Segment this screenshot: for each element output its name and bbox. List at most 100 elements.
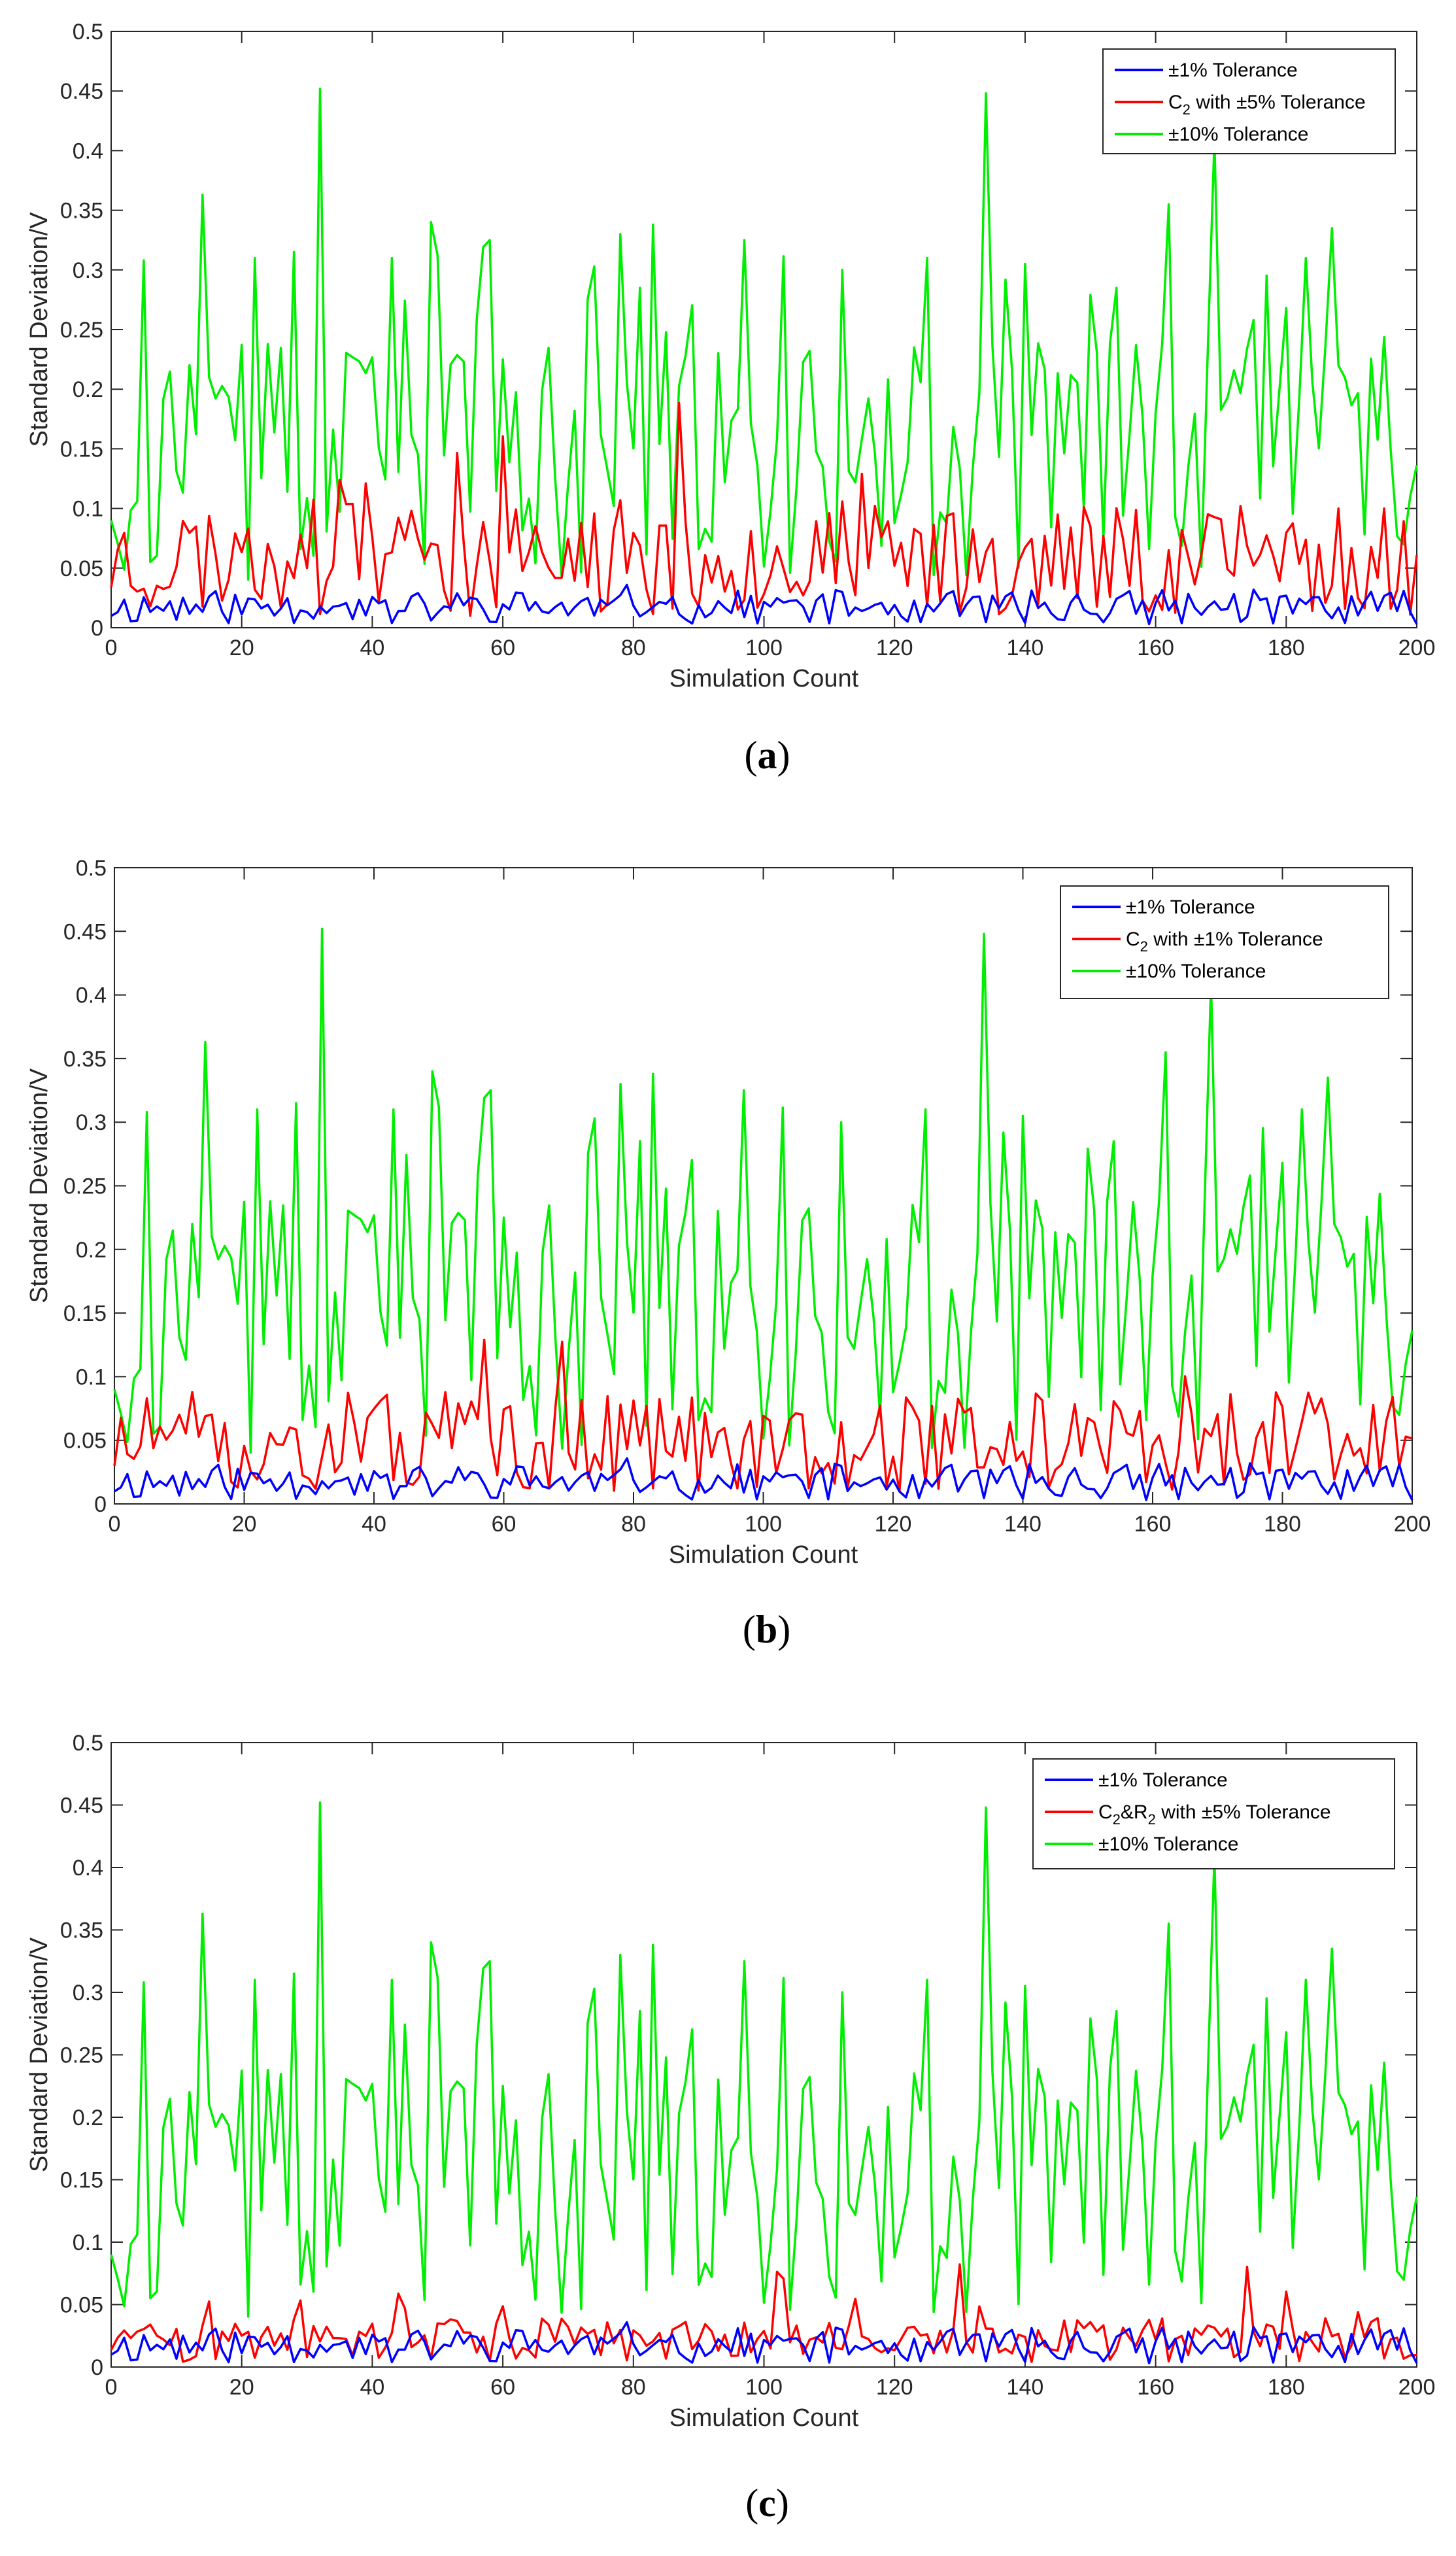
- legend-text-part: &R: [1121, 1801, 1148, 1823]
- series-line-blue-1pct: [110, 2321, 1418, 2364]
- series-line-red-c2: [110, 401, 1418, 617]
- y-tick-label: 0.4: [76, 983, 107, 1008]
- x-tick-label: 200: [1398, 636, 1436, 660]
- panel-label-open-paren: (: [745, 2481, 758, 2525]
- x-tick-label: 200: [1398, 2375, 1436, 2400]
- x-tick-label: 180: [1264, 1512, 1301, 1537]
- y-tick-label: 0.5: [73, 20, 103, 44]
- legend-text-subscript: 2: [1148, 1811, 1156, 1828]
- y-tick-label: 0.3: [73, 258, 103, 283]
- x-tick-label: 100: [745, 1512, 782, 1537]
- x-tick-label: 140: [1007, 2375, 1044, 2400]
- y-tick-label: 0.25: [60, 2043, 103, 2068]
- x-tick-label: 0: [109, 1512, 121, 1537]
- x-tick-label: 140: [1007, 636, 1044, 660]
- x-axis-title: Simulation Count: [669, 1541, 858, 1569]
- legend: ±1% Tolerance C2 with ±5% Tolerance ±10% T…: [1102, 48, 1396, 154]
- legend-entry-label: ±10% Tolerance: [1168, 124, 1308, 145]
- x-tick-label: 40: [360, 636, 384, 660]
- y-tick-label: 0.15: [60, 437, 103, 462]
- series-line-green-10pct: [110, 87, 1418, 581]
- x-tick-label: 140: [1004, 1512, 1041, 1537]
- series-line-green-10pct: [113, 927, 1414, 1454]
- x-tick-label: 120: [876, 636, 913, 660]
- x-tick-label: 200: [1394, 1512, 1431, 1537]
- x-axis-title: Simulation Count: [669, 2404, 859, 2432]
- x-tick-label: 20: [232, 1512, 257, 1537]
- chart-panel-a: 0 20 40 60 80 100 120 140 160 180 200 0 0.05 0.1 0.15 0…: [25, 20, 1435, 777]
- x-tick-label: 160: [1134, 1512, 1172, 1537]
- x-tick-label: 100: [745, 636, 783, 660]
- panel-label-letter: a: [758, 734, 777, 777]
- y-tick-label: 0.1: [73, 497, 103, 522]
- x-tick-label: 40: [362, 1512, 386, 1537]
- x-tick-label: 80: [621, 1512, 646, 1537]
- panel-label-letter: b: [756, 1608, 777, 1651]
- x-tick-label: 40: [360, 2375, 384, 2400]
- panel-label-close-paren: ): [777, 734, 790, 777]
- panel-label: (b): [743, 1608, 790, 1651]
- y-tick-label: 0.4: [73, 139, 103, 163]
- y-tick-label: 0.25: [60, 318, 103, 343]
- y-tick-label: 0.45: [63, 919, 107, 944]
- y-tick-label: 0.1: [76, 1365, 107, 1389]
- x-tick-label: 160: [1137, 636, 1174, 660]
- legend-entry-label: C2 with ±5% Tolerance: [1168, 92, 1366, 118]
- y-tick-label: 0.35: [60, 1918, 103, 1943]
- y-tick-label: 0.45: [60, 1794, 103, 1818]
- legend-box: [1060, 885, 1389, 999]
- panel-label-letter: c: [758, 2481, 776, 2525]
- legend-text-subscript: 2: [1113, 1811, 1121, 1828]
- legend-entry-label: C2 with ±1% Tolerance: [1126, 929, 1323, 955]
- x-tick-label: 180: [1268, 2375, 1305, 2400]
- x-tick-label: 120: [875, 1512, 912, 1537]
- legend-text-subscript: 2: [1140, 938, 1148, 955]
- x-tick-label: 60: [490, 636, 515, 660]
- x-tick-label: 20: [229, 2375, 254, 2400]
- legend-entry-label: ±1% Tolerance: [1126, 896, 1255, 918]
- legend-entry-label: ±10% Tolerance: [1126, 961, 1266, 982]
- y-tick-label: 0.5: [73, 1731, 103, 1756]
- x-tick-label: 80: [621, 636, 646, 660]
- y-tick-label: 0.5: [76, 856, 107, 881]
- y-tick-label: 0.2: [76, 1238, 107, 1263]
- legend-text-part: with ±5% Tolerance: [1156, 1801, 1331, 1823]
- y-tick-label: 0: [91, 616, 103, 641]
- x-tick-label: 60: [492, 1512, 516, 1537]
- panel-label-close-paren: ): [776, 2481, 789, 2525]
- legend-box: [1032, 1758, 1395, 1869]
- legend: ±1% Tolerance C2 with ±1% Tolerance ±10% T…: [1060, 885, 1389, 999]
- legend-entry-label: ±1% Tolerance: [1168, 60, 1298, 81]
- legend-text-part: with ±1% Tolerance: [1148, 929, 1323, 950]
- x-axis-title: Simulation Count: [669, 665, 859, 692]
- legend-text-part: with ±5% Tolerance: [1191, 92, 1366, 113]
- x-tick-label: 100: [745, 2375, 783, 2400]
- y-tick-label: 0.05: [60, 556, 103, 581]
- x-tick-label: 180: [1268, 636, 1305, 660]
- series-line-green-10pct: [110, 1801, 1418, 2318]
- y-tick-label: 0.35: [60, 199, 103, 224]
- legend-text-part: C: [1098, 1801, 1113, 1823]
- y-tick-label: 0.15: [60, 2168, 103, 2193]
- x-tick-label: 80: [621, 2375, 646, 2400]
- y-tick-label: 0.2: [73, 2105, 103, 2130]
- x-tick-label: 160: [1137, 2375, 1174, 2400]
- legend-entry-label: ±10% Tolerance: [1098, 1833, 1238, 1855]
- y-axis-title: Standard Deviation/V: [25, 1937, 53, 2172]
- x-tick-label: 60: [490, 2375, 515, 2400]
- y-tick-label: 0.15: [63, 1301, 107, 1326]
- y-tick-label: 0: [91, 2355, 103, 2380]
- panel-label-open-paren: (: [745, 734, 758, 777]
- x-tick-label: 20: [229, 636, 254, 660]
- series-line-red-c2: [113, 1338, 1413, 1492]
- chart-panel-c: 0 20 40 60 80 100 120 140 160 180 200 0 0.05 0.1 0.15 0…: [25, 1731, 1435, 2525]
- y-tick-label: 0.1: [73, 2230, 103, 2255]
- legend-entry-label: ±1% Tolerance: [1098, 1769, 1228, 1791]
- y-tick-label: 0.3: [76, 1110, 107, 1135]
- panel-label-open-paren: (: [743, 1608, 756, 1651]
- chart-panel-b: 0 20 40 60 80 100 120 140 160 180 200 0 0.05 0.1 0.15 0…: [25, 856, 1431, 1651]
- series-line-red-c2: [110, 2263, 1417, 2363]
- y-tick-label: 0: [94, 1492, 107, 1517]
